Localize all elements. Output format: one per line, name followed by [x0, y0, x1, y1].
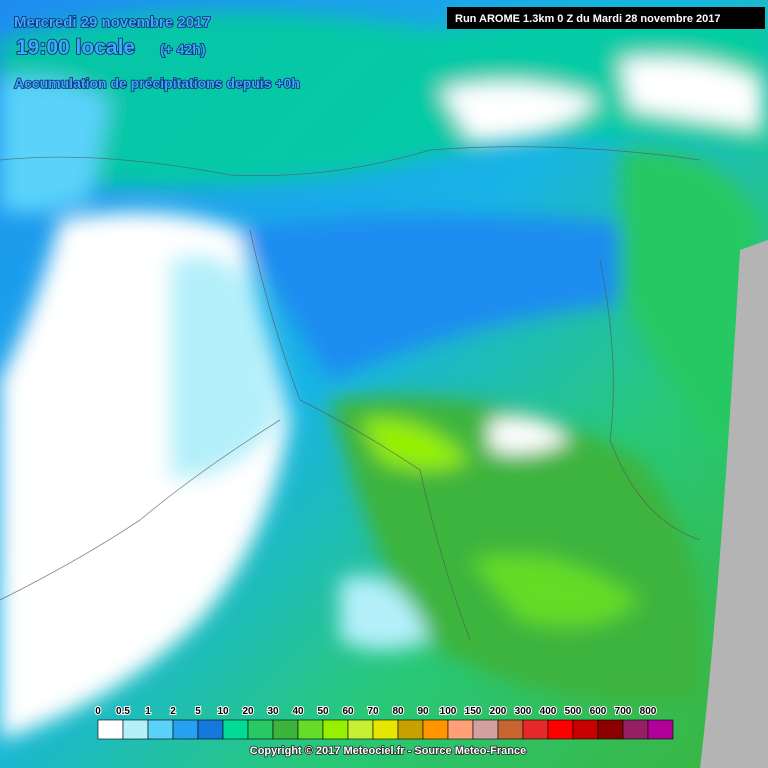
- legend-label: 200: [490, 706, 507, 717]
- legend-swatch: [372, 719, 399, 740]
- run-info: Run AROME 1.3km 0 Z du Mardi 28 novembre…: [455, 13, 721, 25]
- legend-label: 50: [317, 706, 329, 717]
- legend-swatch: [497, 719, 524, 740]
- legend-label: 800: [640, 706, 657, 717]
- legend-label: 500: [565, 706, 582, 717]
- legend-swatch: [347, 719, 374, 740]
- legend-swatch: [397, 719, 424, 740]
- legend-swatch: [147, 719, 174, 740]
- legend-label: 150: [465, 706, 482, 717]
- copyright: Copyright © 2017 Meteociel.fr - Source M…: [250, 745, 526, 757]
- precip-field: [0, 12, 768, 740]
- legend-label: 400: [540, 706, 557, 717]
- borders: [0, 146, 701, 641]
- legend-swatch: [472, 719, 499, 740]
- legend-label: 40: [292, 706, 304, 717]
- legend-swatch: [647, 719, 674, 740]
- legend-label: 10: [217, 706, 229, 717]
- legend-label: 70: [367, 706, 379, 717]
- legend: 0 0.5 1 2 5 10 20 30 40 50 60 70 80 90 100 150 200 300 400…: [94, 705, 674, 740]
- legend-swatch: [247, 719, 274, 740]
- legend-label: 20: [242, 706, 254, 717]
- legend-swatch: [597, 719, 624, 740]
- legend-label: 700: [615, 706, 632, 717]
- run-box: [447, 7, 765, 29]
- legend-swatch: [572, 719, 599, 740]
- legend-label: 90: [417, 706, 429, 717]
- legend-label: 100: [440, 706, 457, 717]
- legend-label: 80: [392, 706, 404, 717]
- legend-swatch: [522, 719, 549, 740]
- legend-label: 2: [170, 706, 176, 717]
- legend-label: 30: [267, 706, 279, 717]
- legend-swatch: [222, 719, 249, 740]
- legend-swatch: [272, 719, 299, 740]
- legend-label: 5: [195, 706, 201, 717]
- lead-time: (+ 42h): [160, 41, 206, 57]
- sea-outside-domain: [700, 240, 768, 768]
- subtitle: Accumulation de précipitations depuis +0…: [14, 75, 300, 91]
- legend-swatch: [322, 719, 349, 740]
- legend-swatch: [547, 719, 574, 740]
- legend-swatch: [197, 719, 224, 740]
- legend-label: 0.5: [116, 706, 130, 717]
- legend-label: 0: [95, 706, 101, 717]
- legend-label: 60: [342, 706, 354, 717]
- legend-swatch: [447, 719, 474, 740]
- legend-swatch: [122, 719, 149, 740]
- legend-swatch: [422, 719, 449, 740]
- legend-swatch: [172, 719, 199, 740]
- legend-label: 300: [515, 706, 532, 717]
- time: 19:00 locale: [16, 36, 135, 59]
- legend-swatch: [297, 719, 324, 740]
- legend-label: 1: [145, 706, 151, 717]
- date: Mercredi 29 novembre 2017: [14, 14, 211, 31]
- legend-swatch: [622, 719, 649, 740]
- legend-swatch: [97, 719, 124, 740]
- legend-label: 600: [590, 706, 607, 717]
